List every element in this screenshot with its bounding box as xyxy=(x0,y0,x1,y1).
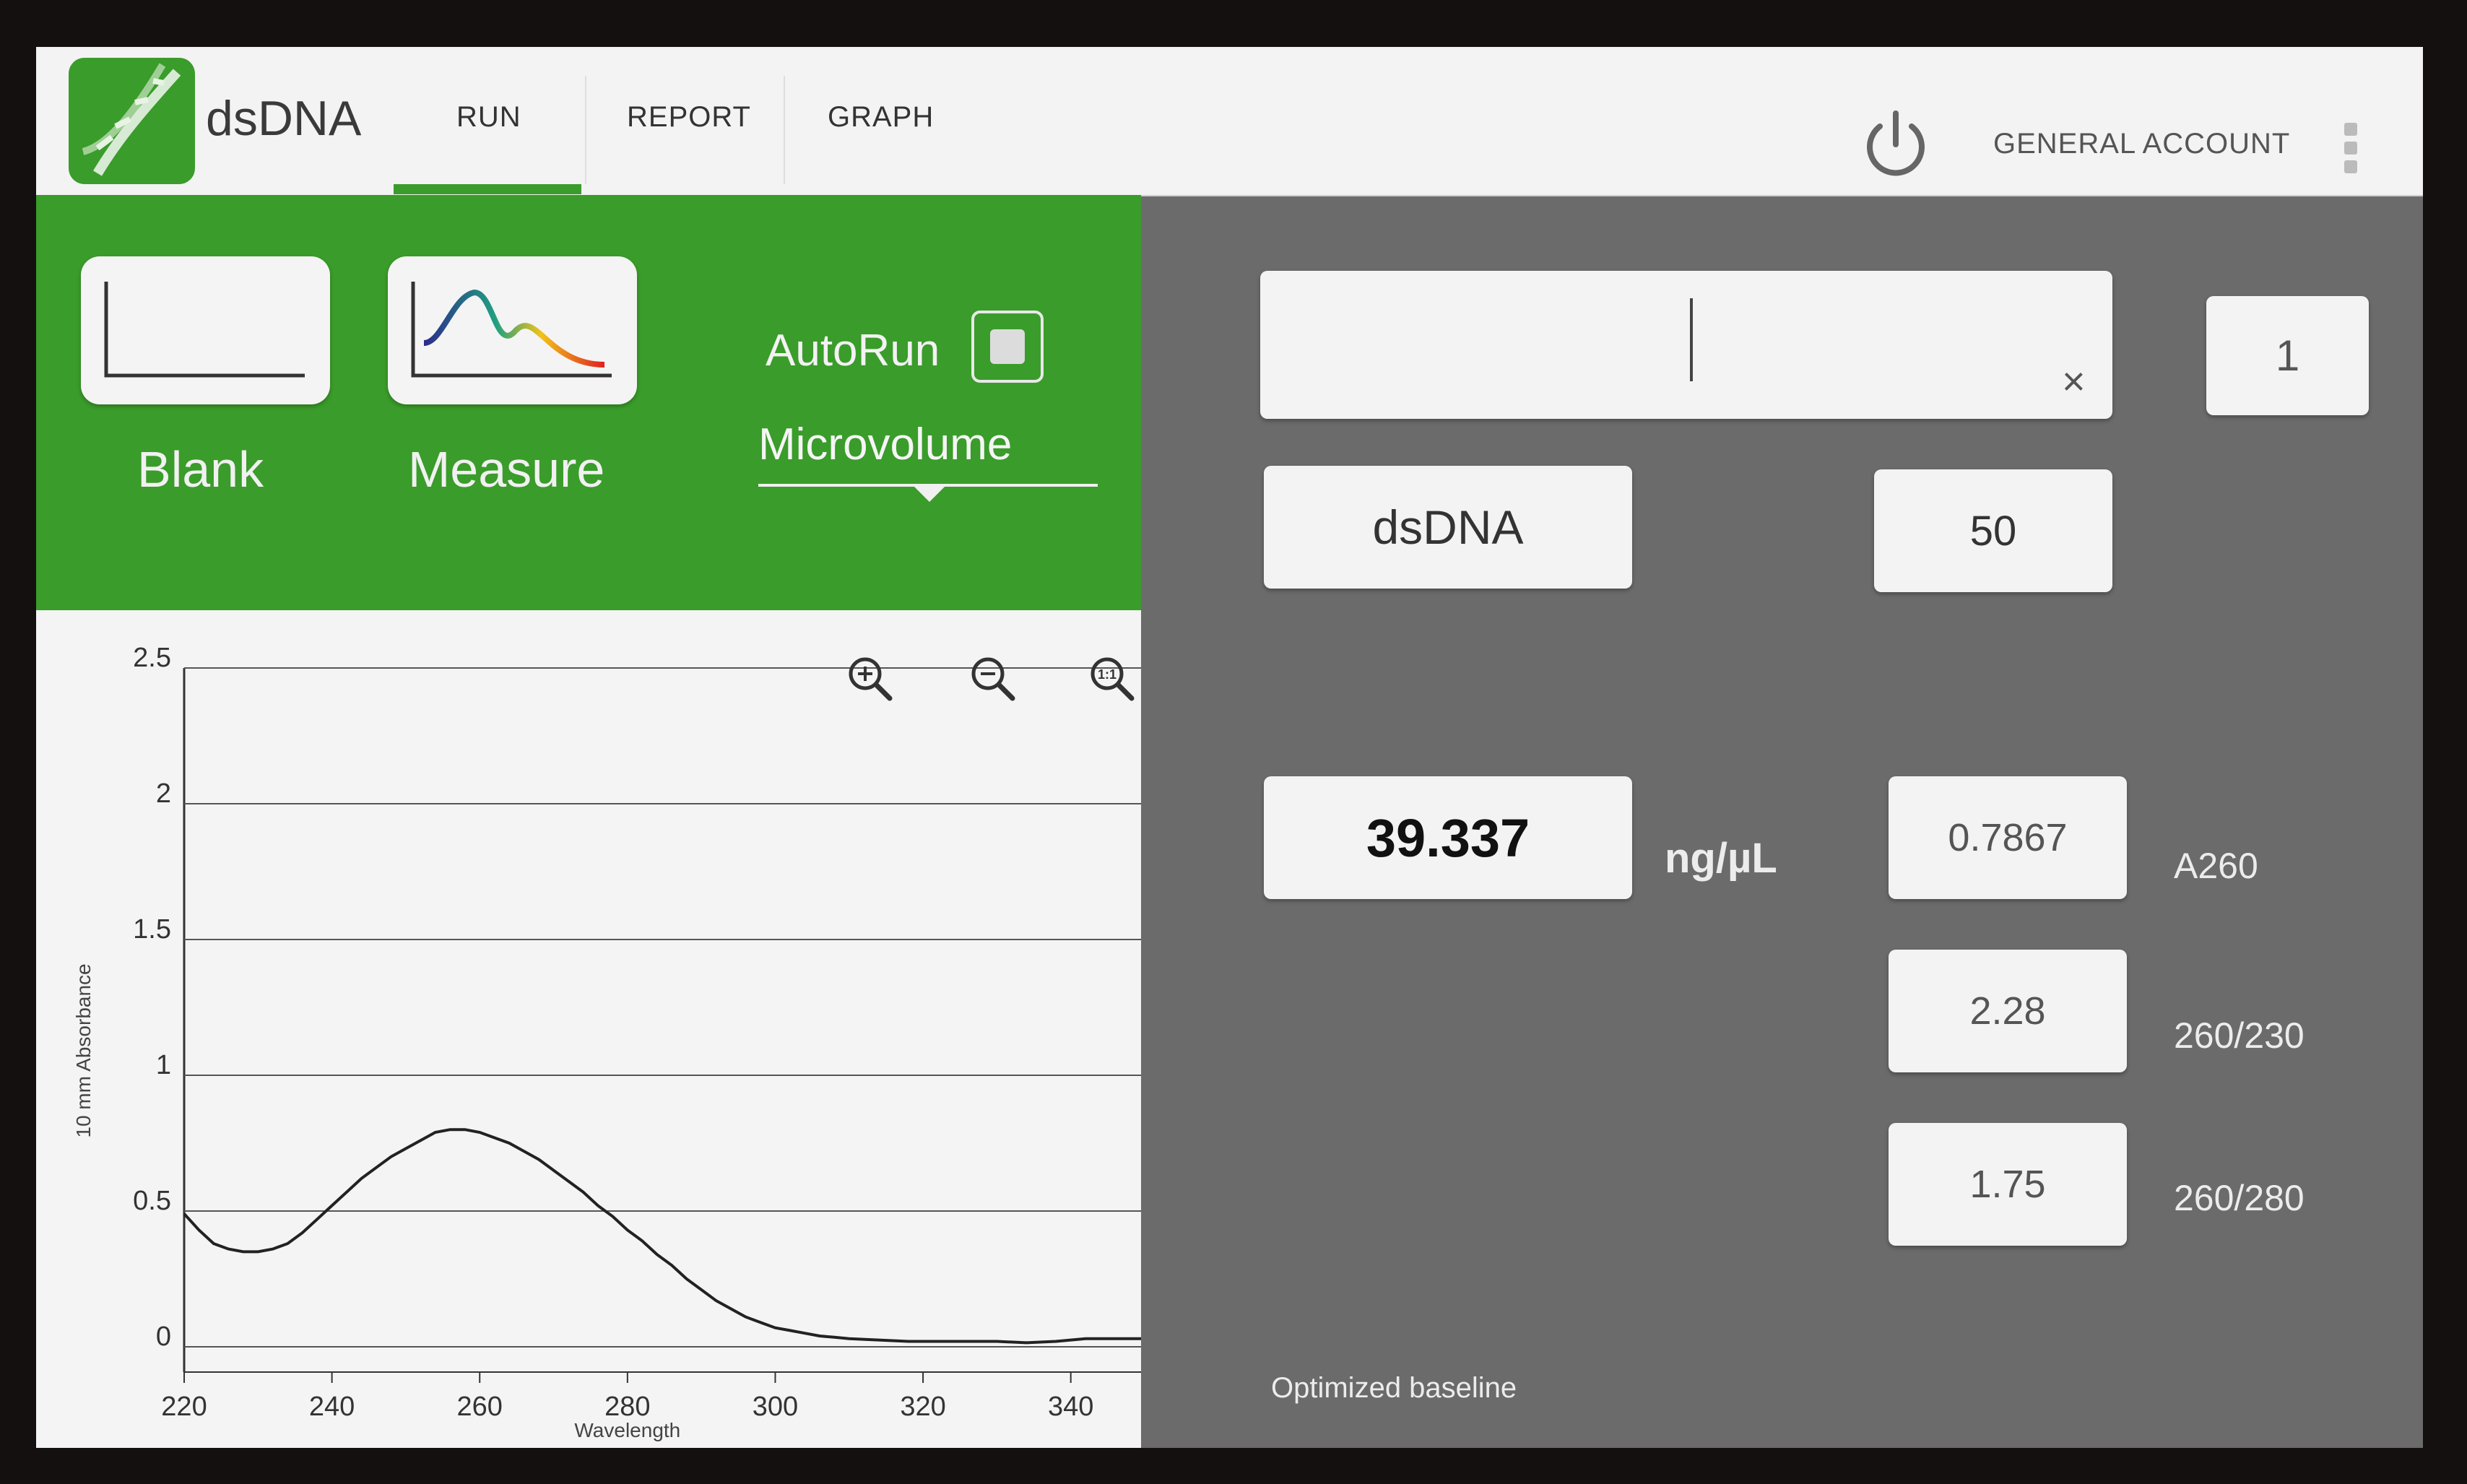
account-button[interactable]: GENERAL ACCOUNT xyxy=(1993,128,2291,160)
ratio-260-280-value: 1.75 xyxy=(1889,1123,2127,1246)
top-bar: dsDNA RUN REPORT GRAPH GENERAL ACCOUNT xyxy=(36,47,2423,196)
y-tick-label: 0 xyxy=(156,1322,171,1352)
factor-field[interactable]: 50 xyxy=(1874,469,2112,592)
zoom-reset-icon[interactable]: 1:1 xyxy=(1087,654,1137,704)
zoom-out-icon[interactable] xyxy=(968,654,1018,704)
zoom-in-icon[interactable] xyxy=(845,654,896,704)
a260-value: 0.7867 xyxy=(1889,776,2127,899)
chevron-down-icon xyxy=(914,486,945,502)
y-tick-label: 0.5 xyxy=(133,1186,171,1216)
app-title: dsDNA xyxy=(206,91,362,146)
overflow-menu-icon[interactable] xyxy=(2340,123,2362,181)
sample-type-field[interactable]: dsDNA xyxy=(1264,466,1632,589)
power-icon[interactable] xyxy=(1856,105,1935,184)
measure-spectrum-icon xyxy=(411,282,612,378)
mode-dropdown[interactable]: Microvolume xyxy=(758,419,1098,502)
x-tick-label: 220 xyxy=(161,1392,207,1422)
x-axis-title: Wavelength xyxy=(574,1419,680,1441)
autorun-label: AutoRun xyxy=(766,326,940,376)
ratio-260-230-value: 2.28 xyxy=(1889,950,2127,1072)
y-axis-title: 10 mm Absorbance xyxy=(72,963,95,1137)
tab-divider xyxy=(784,76,785,184)
baseline-note: Optimized baseline xyxy=(1271,1372,1517,1404)
x-tick-label: 320 xyxy=(900,1392,945,1422)
tab-graph[interactable]: GRAPH xyxy=(828,101,935,133)
svg-text:1:1: 1:1 xyxy=(1098,667,1117,682)
tab-divider xyxy=(585,76,586,184)
sample-name-input[interactable]: × xyxy=(1260,271,2112,419)
instrument-screen: dsDNA RUN REPORT GRAPH GENERAL ACCOUNT xyxy=(36,47,2423,1448)
measure-label: Measure xyxy=(408,441,605,498)
x-tick-label: 340 xyxy=(1048,1392,1093,1422)
blank-button[interactable] xyxy=(81,256,330,404)
concentration-unit: ng/µL xyxy=(1665,835,1777,882)
x-tick-label: 240 xyxy=(309,1392,355,1422)
text-cursor xyxy=(1690,298,1693,381)
blank-label: Blank xyxy=(137,441,264,498)
dna-icon xyxy=(69,58,195,184)
action-panel: Blank Measure AutoRun Microvolume xyxy=(36,195,1141,610)
tab-report[interactable]: REPORT xyxy=(627,101,751,133)
y-tick-label: 2 xyxy=(156,778,171,809)
spectrum-chart: 0 0.5 1 1.5 2 2.5 220 240 260 280 300 320 340 Wavele… xyxy=(36,610,1141,1448)
spectrum-chart-svg: 0 0.5 1 1.5 2 2.5 220 240 260 280 300 320 340 Wavele… xyxy=(72,643,1141,1441)
y-tick-label: 1 xyxy=(156,1050,171,1080)
x-tick-label: 260 xyxy=(457,1392,503,1422)
dropdown-underline xyxy=(758,484,1098,487)
autorun-checkbox[interactable] xyxy=(971,311,1044,383)
tab-run[interactable]: RUN xyxy=(456,101,521,133)
y-tick-label: 1.5 xyxy=(133,914,171,945)
a260-label: A260 xyxy=(2174,846,2258,886)
concentration-value: 39.337 xyxy=(1264,776,1632,899)
ratio-260-230-label: 260/230 xyxy=(2174,1015,2305,1056)
mode-selected-value: Microvolume xyxy=(758,420,1013,469)
measure-button[interactable] xyxy=(388,256,637,404)
blank-spectrum-icon xyxy=(104,282,305,378)
clear-icon[interactable]: × xyxy=(2062,358,2086,404)
x-tick-label: 280 xyxy=(604,1392,650,1422)
sample-number-field[interactable]: 1 xyxy=(2206,296,2369,415)
spectrum-series-line xyxy=(183,1128,1141,1345)
ratio-260-280-label: 260/280 xyxy=(2174,1178,2305,1218)
x-tick-label: 300 xyxy=(753,1392,798,1422)
y-tick-label: 2.5 xyxy=(133,643,171,673)
active-tab-indicator xyxy=(394,184,581,194)
